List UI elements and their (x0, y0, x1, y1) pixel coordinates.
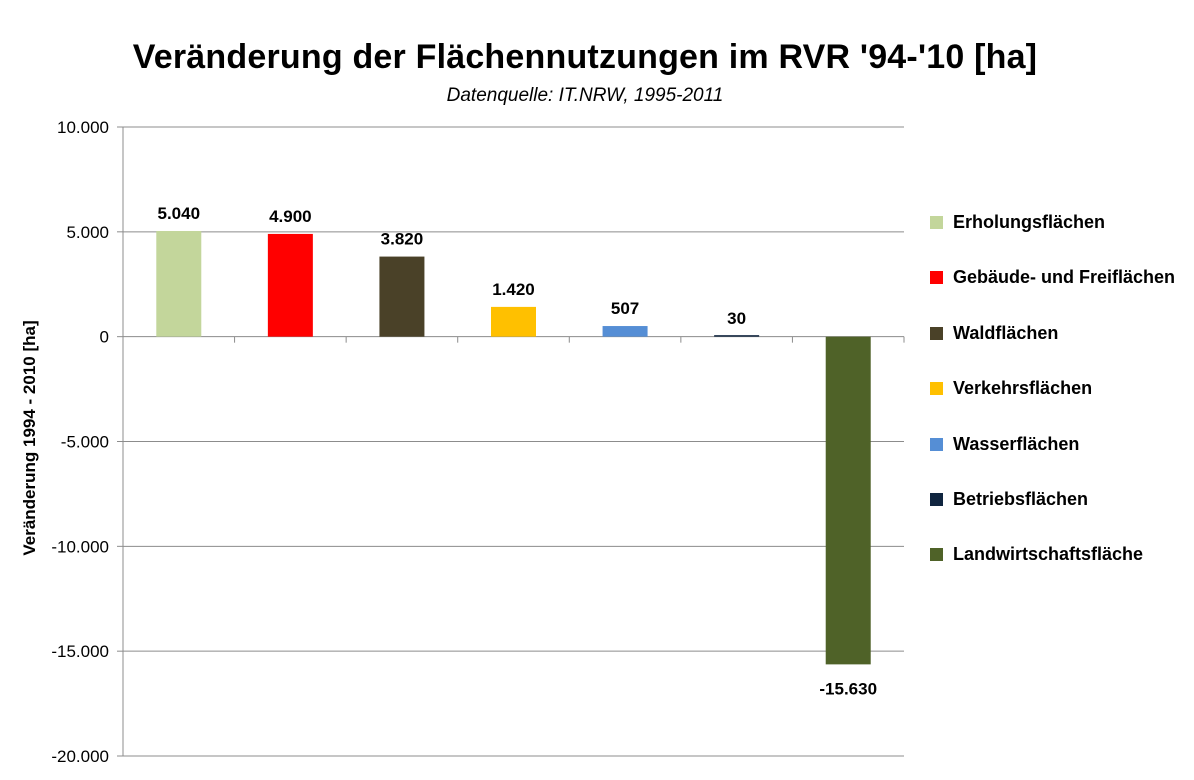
legend-label: Gebäude- und Freiflächen (953, 267, 1176, 288)
y-tick-label: 10.000 (57, 118, 109, 137)
legend-label: Wasserflächen (953, 433, 1080, 454)
legend: Erholungsflächen Gebäude- und Freiflächen… (930, 207, 1192, 595)
legend-item: Waldflächen (930, 318, 1192, 373)
legend-label: Betriebsflächen (953, 488, 1089, 509)
data-label: 3.820 (381, 230, 424, 249)
y-tick-label: 0 (100, 328, 109, 347)
legend-swatch (930, 271, 943, 285)
bar (714, 335, 760, 337)
legend-label: Verkehrsflächen (953, 378, 1093, 399)
chart-title: Veränderung der Flächennutzungen im RVR … (132, 38, 1038, 76)
legend-item: Betriebsflächen (930, 484, 1192, 539)
legend-swatch (930, 216, 943, 229)
data-label: -15.630 (819, 679, 877, 698)
y-tick-label: -10.000 (51, 537, 109, 556)
y-tick-label: 5.000 (66, 223, 109, 242)
chart-subtitle: Datenquelle: IT.NRW, 1995-2011 (446, 85, 724, 106)
legend-item: Wasserflächen (930, 429, 1192, 484)
bar (267, 233, 313, 337)
bar (379, 256, 425, 337)
y-tick-label: -5.000 (61, 433, 109, 452)
data-label: 4.900 (269, 207, 312, 226)
y-tick-label: -20.000 (51, 747, 109, 766)
legend-label: Landwirtschaftsfläche (953, 544, 1144, 565)
legend-item: Erholungsflächen (930, 207, 1192, 262)
legend-item: Gebäude- und Freiflächen (930, 262, 1192, 317)
data-label: 30 (727, 309, 746, 328)
y-tick-label: -15.000 (51, 642, 109, 661)
legend-swatch (930, 548, 943, 562)
legend-label: Erholungsflächen (953, 212, 1106, 232)
data-label: 1.420 (492, 280, 535, 299)
bar (491, 306, 536, 337)
legend-item: Landwirtschaftsfläche (930, 539, 1192, 594)
legend-swatch (930, 326, 943, 340)
legend-swatch (930, 437, 943, 451)
bar (602, 326, 648, 337)
data-label: 507 (611, 299, 639, 318)
bar (156, 230, 202, 337)
data-label: 5.040 (158, 204, 201, 223)
legend-label: Waldflächen (953, 322, 1059, 343)
bar (825, 336, 871, 665)
legend-swatch (930, 492, 943, 506)
legend-swatch (930, 382, 943, 396)
legend-item: Verkehrsflächen (930, 373, 1192, 428)
